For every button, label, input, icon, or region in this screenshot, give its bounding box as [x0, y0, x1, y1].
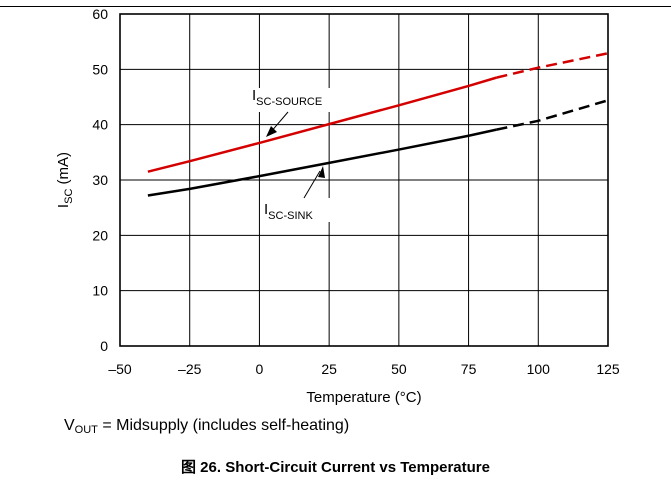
- y-tick-label: 40: [92, 117, 108, 133]
- grid: [119, 13, 609, 347]
- x-tick-label: 50: [391, 361, 407, 377]
- sink-leader: [303, 170, 321, 199]
- y-tick-label: 50: [92, 61, 108, 77]
- x-tick-label: 125: [596, 361, 620, 377]
- top-rule: [0, 6, 671, 7]
- source-annotation: ISC-SOURCE: [248, 87, 344, 137]
- y-tick-label: 0: [100, 338, 108, 354]
- svg-text:ISC-SOURCE: ISC-SOURCE: [252, 87, 322, 108]
- x-tick-label: 75: [461, 361, 477, 377]
- y-tick-label: 30: [92, 172, 108, 188]
- y-axis-label-main: I: [55, 204, 72, 208]
- y-axis-label: ISC (mA): [55, 152, 75, 208]
- x-tick-label: –25: [178, 361, 202, 377]
- series-line-sink-dashed: [496, 99, 609, 131]
- series-layer: [147, 52, 609, 197]
- svg-text:ISC-SINK: ISC-SINK: [264, 201, 313, 222]
- x-tick-label: –50: [108, 361, 132, 377]
- x-tick-label: 100: [527, 361, 551, 377]
- note-v: V: [64, 417, 75, 434]
- note-sub: OUT: [74, 424, 98, 436]
- series-line-sink: [147, 128, 497, 197]
- y-tick-label: 20: [92, 227, 108, 243]
- y-tick-label: 60: [92, 6, 108, 22]
- series-line-source: [147, 76, 497, 173]
- y-axis-label-rest: (mA): [55, 152, 72, 189]
- condition-note: VOUT = Midsupply (includes self-heating): [64, 417, 349, 436]
- y-axis-label-sub: SC: [63, 189, 75, 204]
- sink-label-sub: SC-SINK: [268, 210, 313, 222]
- sink-annotation: ISC-SINK: [260, 166, 336, 222]
- figure-caption: 图 26. Short-Circuit Current vs Temperatu…: [181, 459, 490, 476]
- x-axis-label: Temperature (°C): [306, 389, 421, 406]
- x-tick-label: 25: [321, 361, 337, 377]
- chart: –50 –25 0 25 50 75 100 125 0 10 20 30 40 50 60 Tempera…: [55, 6, 620, 406]
- source-arrowhead: [266, 126, 277, 137]
- sink-arrowhead: [318, 166, 325, 178]
- y-tick-label: 10: [92, 283, 108, 299]
- sink-label-main: I: [264, 201, 268, 218]
- note-text: = Midsupply (includes self-heating): [97, 417, 350, 434]
- source-label-main: I: [252, 87, 256, 104]
- x-tick-label: 0: [256, 361, 264, 377]
- source-label-sub: SC-SOURCE: [256, 96, 322, 108]
- plot-frame: [119, 13, 609, 347]
- series-line-source-dashed: [496, 52, 609, 79]
- tick-labels: –50 –25 0 25 50 75 100 125 0 10 20 30 40 50 60: [92, 6, 619, 377]
